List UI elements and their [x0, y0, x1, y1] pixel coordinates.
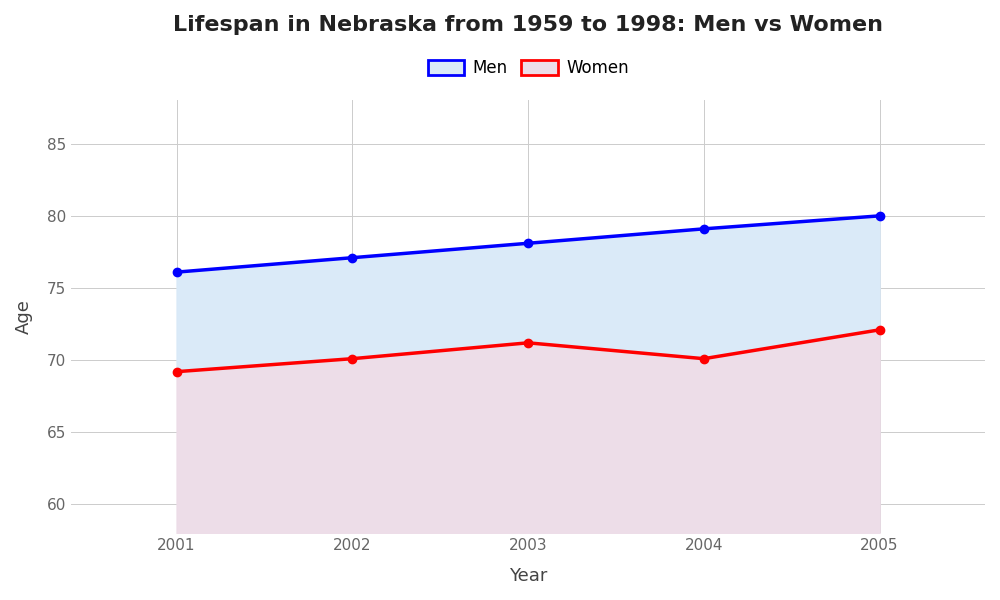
Y-axis label: Age: Age [15, 299, 33, 334]
Legend: Men, Women: Men, Women [421, 53, 635, 84]
X-axis label: Year: Year [509, 567, 547, 585]
Title: Lifespan in Nebraska from 1959 to 1998: Men vs Women: Lifespan in Nebraska from 1959 to 1998: … [173, 15, 883, 35]
